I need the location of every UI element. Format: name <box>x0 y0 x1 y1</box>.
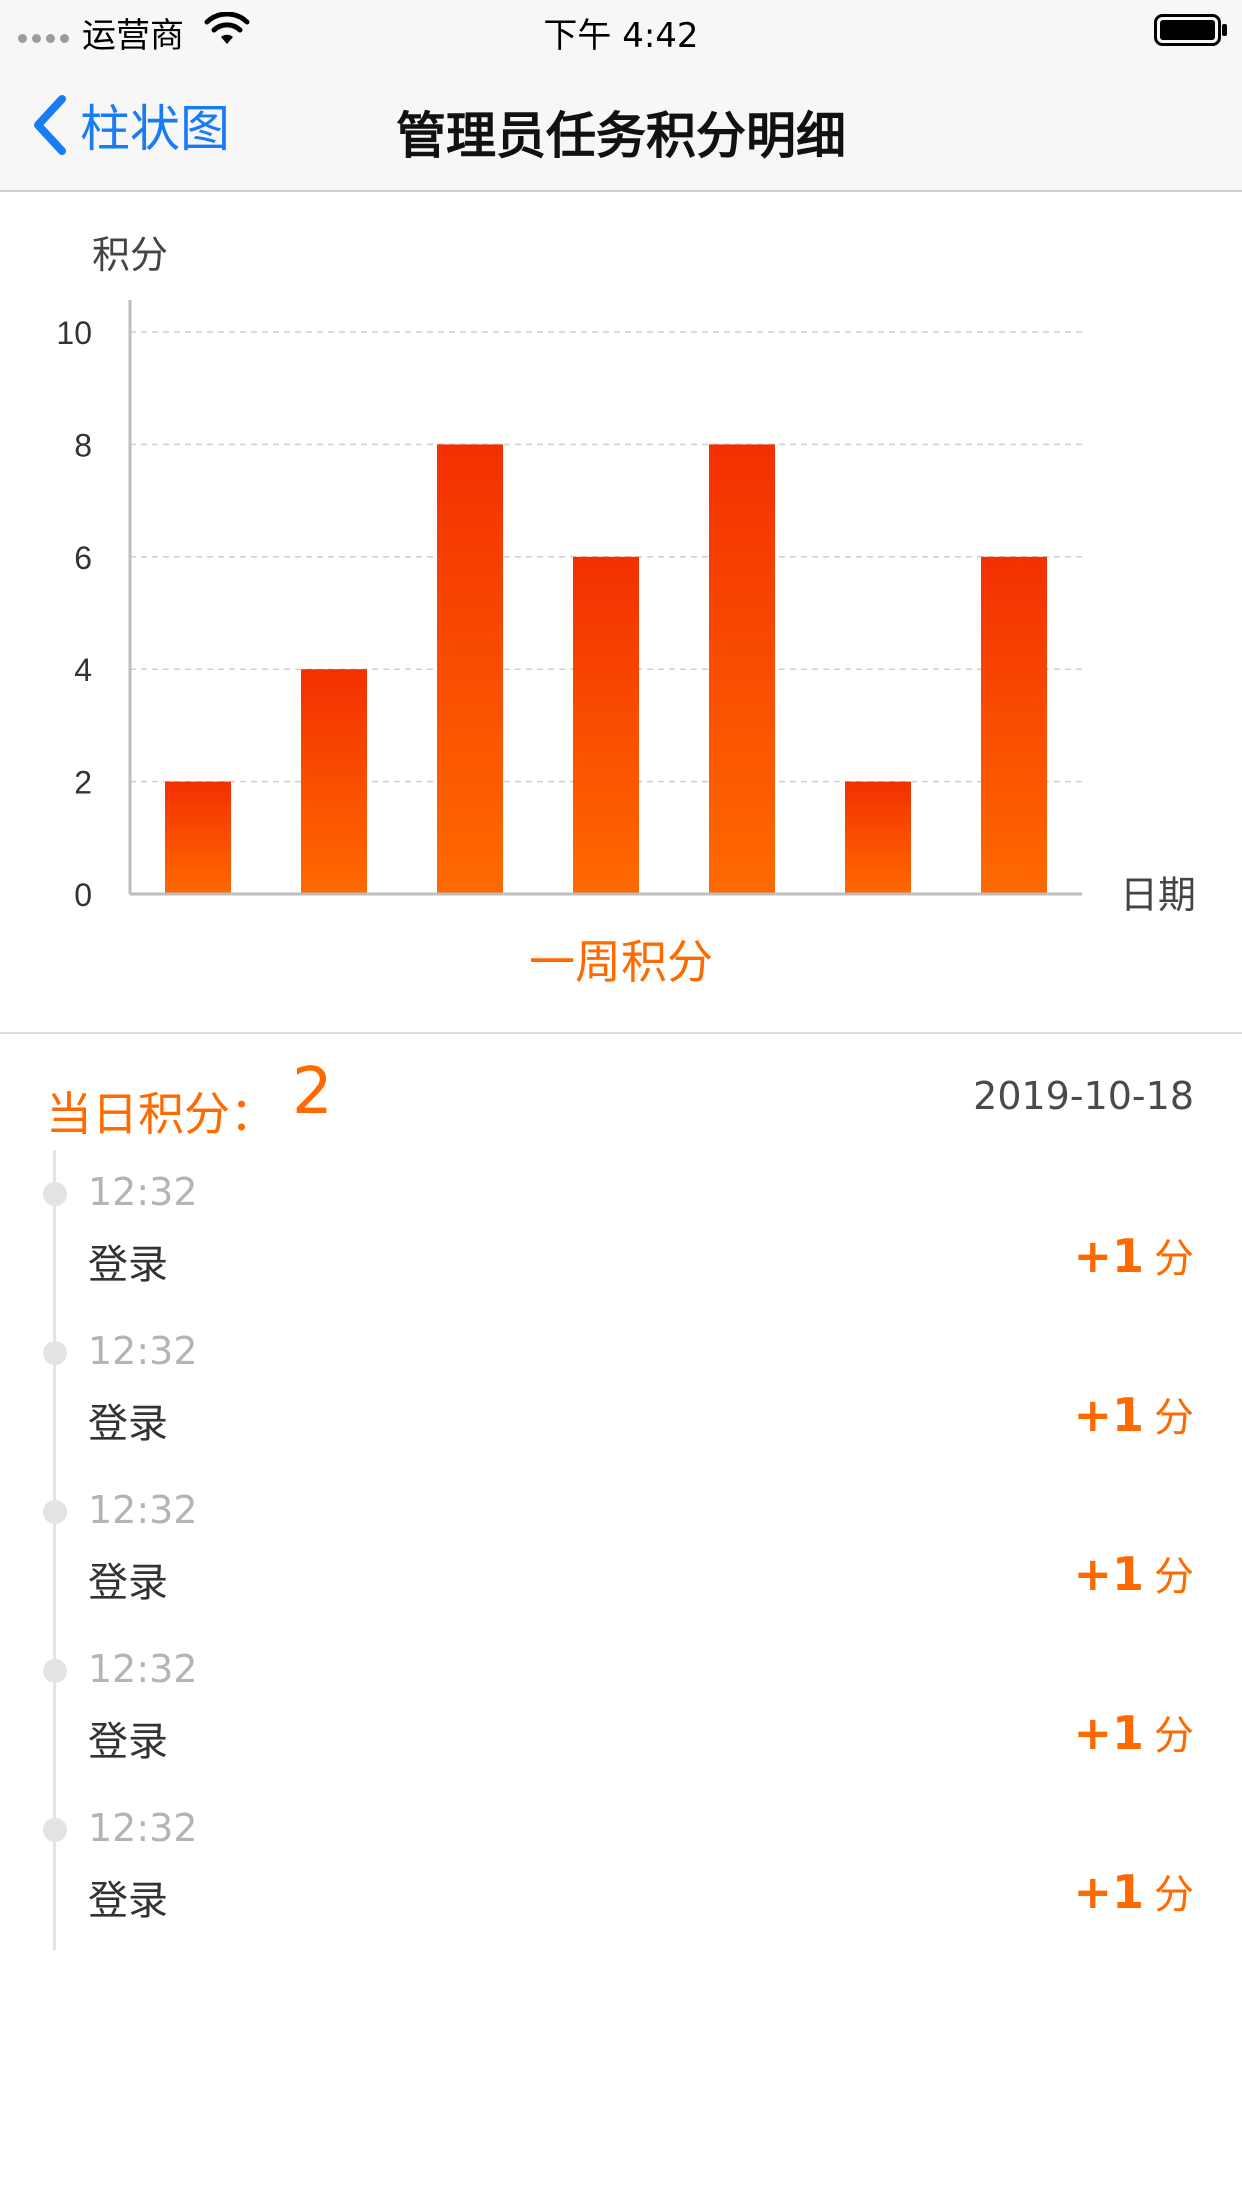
timeline-line <box>53 1150 56 1950</box>
points-value: +1 <box>1073 1865 1144 1919</box>
y-tick-label: 6 <box>74 540 92 576</box>
bar <box>437 444 503 894</box>
chart-divider <box>0 1032 1242 1034</box>
timeline-record: 12:32 登录 +1 分 <box>0 1786 1242 1945</box>
signal-dots-icon <box>18 34 69 44</box>
timeline-record: 12:32 登录 +1 分 <box>0 1150 1242 1309</box>
record-points: +1 分 <box>1073 1862 1194 1920</box>
record-event: 登录 <box>88 1560 168 1606</box>
points-value: +1 <box>1073 1388 1144 1442</box>
record-time: 12:32 <box>88 1329 198 1373</box>
record-time: 12:32 <box>88 1806 198 1850</box>
record-event: 登录 <box>88 1242 168 1288</box>
record-points: +1 分 <box>1073 1385 1194 1443</box>
points-value: +1 <box>1073 1229 1144 1283</box>
daily-points-value: 2 <box>292 1055 333 1129</box>
y-tick-label: 4 <box>74 652 92 688</box>
daily-summary: 当日积分： 2 2019-10-18 <box>0 1050 1242 1141</box>
points-unit: 分 <box>1154 1395 1194 1441</box>
record-points: +1 分 <box>1073 1544 1194 1602</box>
chart-title: 一周积分 <box>529 935 713 989</box>
timeline-dot-icon <box>43 1500 67 1524</box>
y-axis-label: 积分 <box>92 233 168 277</box>
y-tick-label: 2 <box>74 765 92 801</box>
navigation-bar: 柱状图 管理员任务积分明细 <box>0 60 1242 192</box>
back-chevron-icon <box>34 95 66 155</box>
back-label: 柱状图 <box>80 100 230 158</box>
timeline-dot-icon <box>43 1659 67 1683</box>
x-axis-label: 日期 <box>1120 873 1196 917</box>
record-points: +1 分 <box>1073 1226 1194 1284</box>
record-time: 12:32 <box>88 1488 198 1532</box>
timeline-record: 12:32 登录 +1 分 <box>0 1309 1242 1468</box>
timeline-dot-icon <box>43 1182 67 1206</box>
record-event: 登录 <box>88 1719 168 1765</box>
bar <box>709 444 775 894</box>
points-timeline: 12:32 登录 +1 分 12:32 登录 +1 分 12:32 登录 +1 分 1… <box>0 1150 1242 1950</box>
daily-points-label: 当日积分： <box>46 1087 276 1141</box>
timeline-dot-icon <box>43 1818 67 1842</box>
record-time: 12:32 <box>88 1170 198 1214</box>
bar <box>573 556 639 894</box>
battery-icon <box>1154 14 1227 46</box>
back-button[interactable]: 柱状图 <box>30 90 230 160</box>
record-event: 登录 <box>88 1878 168 1924</box>
timeline-record: 12:32 登录 +1 分 <box>0 1627 1242 1786</box>
bar <box>845 781 911 894</box>
points-value: +1 <box>1073 1547 1144 1601</box>
record-points: +1 分 <box>1073 1703 1194 1761</box>
carrier-name: 运营商 <box>82 16 184 56</box>
bar <box>301 669 367 894</box>
points-unit: 分 <box>1154 1236 1194 1282</box>
points-unit: 分 <box>1154 1713 1194 1759</box>
record-event: 登录 <box>88 1401 168 1447</box>
points-unit: 分 <box>1154 1872 1194 1918</box>
timeline-dot-icon <box>43 1341 67 1365</box>
weekly-points-chart: 0 2 4 6 8 10 积分日期一周积分 <box>0 194 1242 1032</box>
daily-date: 2019-10-18 <box>973 1074 1194 1118</box>
points-unit: 分 <box>1154 1554 1194 1600</box>
points-value: +1 <box>1073 1706 1144 1760</box>
record-time: 12:32 <box>88 1647 198 1691</box>
timeline-record: 12:32 登录 +1 分 <box>0 1468 1242 1627</box>
page-title: 管理员任务积分明细 <box>396 107 846 165</box>
y-tick-label: 0 <box>74 877 92 913</box>
y-tick-label: 10 <box>56 315 92 351</box>
bar <box>981 556 1047 894</box>
status-bar: 运营商 下午 4:42 <box>0 0 1242 60</box>
wifi-icon <box>204 12 250 44</box>
y-tick-label: 8 <box>74 427 92 463</box>
status-time: 下午 4:42 <box>543 16 699 56</box>
bar <box>165 781 231 894</box>
